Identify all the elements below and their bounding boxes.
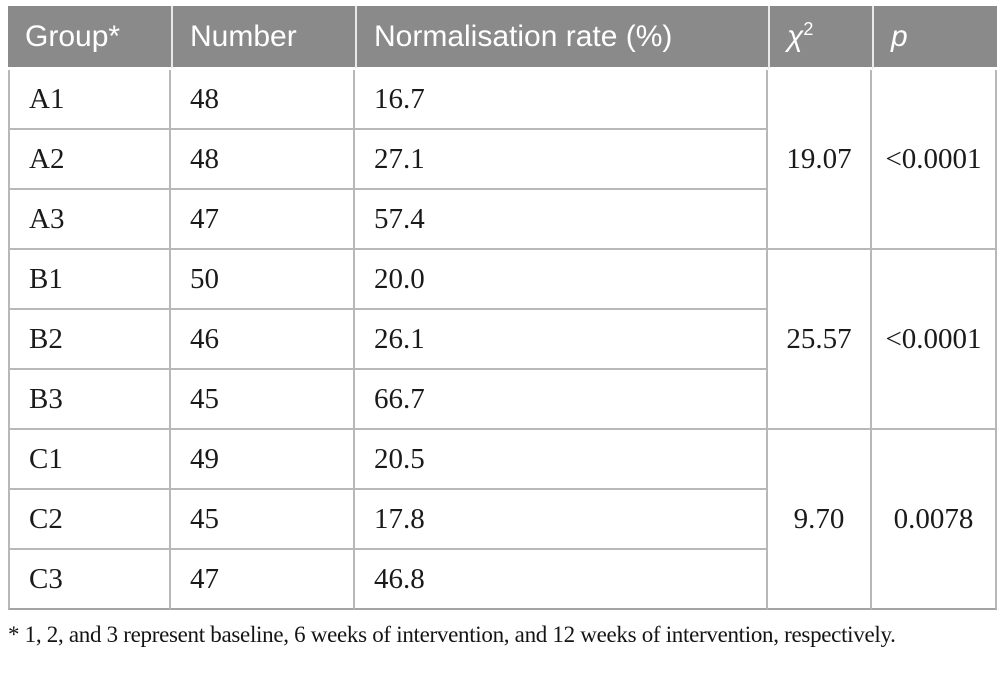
cell-number: 46	[171, 310, 355, 370]
cell-rate: 27.1	[355, 130, 768, 190]
table-row-a2: A2 48 27.1	[8, 130, 997, 190]
cell-group: A2	[8, 130, 171, 190]
column-header-label: Normalisation rate (%)	[374, 19, 673, 53]
cell-number: 49	[171, 430, 355, 490]
cell-number: 50	[171, 250, 355, 310]
column-header-label: p	[891, 19, 908, 53]
header-row: Group* Number Normalisation rate (%) χ2 …	[8, 6, 997, 70]
cell-group: B1	[8, 250, 171, 310]
column-header-p-value: p	[872, 6, 997, 70]
cell-number: 47	[171, 190, 355, 250]
column-header-number: Number	[171, 6, 355, 70]
column-header-normalisation-rate: Normalisation rate (%)	[355, 6, 768, 70]
column-header-group: Group*	[8, 6, 171, 70]
table-row-c1: C1 49 20.5 9.70 0.0078	[8, 430, 997, 610]
cell-group: C2	[8, 490, 171, 550]
cell-group: C1	[8, 430, 171, 490]
cell-group: A3	[8, 190, 171, 250]
table-row-b2: B2 46 26.1	[8, 310, 997, 370]
cell-p-group-c: 0.0078	[872, 430, 997, 610]
cell-rate: 57.4	[355, 190, 768, 250]
cell-chi2-group-a: 19.07	[768, 70, 872, 250]
paper-table-figure: Group* Number Normalisation rate (%) χ2 …	[8, 6, 997, 647]
cell-group: A1	[8, 70, 171, 130]
cell-number: 45	[171, 370, 355, 430]
cell-p-group-a: <0.0001	[872, 70, 997, 250]
column-header-label: Group*	[25, 19, 121, 53]
cell-rate: 17.8	[355, 490, 768, 550]
table-row-b3: B3 45 66.7	[8, 370, 997, 430]
cell-group: B2	[8, 310, 171, 370]
table-row-c3: C3 47 46.8	[8, 550, 997, 610]
cell-p-group-b: <0.0001	[872, 250, 997, 430]
column-header-label: Number	[190, 19, 297, 53]
cell-rate: 66.7	[355, 370, 768, 430]
table-header: Group* Number Normalisation rate (%) χ2 …	[8, 6, 997, 70]
cell-number: 48	[171, 130, 355, 190]
table-row-c2: C2 45 17.8	[8, 490, 997, 550]
cell-number: 45	[171, 490, 355, 550]
column-header-label: χ	[787, 19, 804, 53]
cell-chi2-group-c: 9.70	[768, 430, 872, 610]
cell-group: C3	[8, 550, 171, 610]
cell-rate: 46.8	[355, 550, 768, 610]
chi-squared-exponent: 2	[803, 18, 814, 39]
table-row-a3: A3 47 57.4	[8, 190, 997, 250]
column-header-chi-squared: χ2	[768, 6, 872, 70]
cell-number: 48	[171, 70, 355, 130]
cell-rate: 20.0	[355, 250, 768, 310]
cell-rate: 26.1	[355, 310, 768, 370]
table-row-a1: A1 48 16.7 19.07 <0.0001	[8, 70, 997, 250]
statistics-table: Group* Number Normalisation rate (%) χ2 …	[8, 6, 997, 610]
cell-number: 47	[171, 550, 355, 610]
cell-rate: 20.5	[355, 430, 768, 490]
cell-rate: 16.7	[355, 70, 768, 130]
cell-group: B3	[8, 370, 171, 430]
table-body: A1 48 16.7 19.07 <0.0001 A2 48 27.1 A3 4…	[8, 70, 997, 610]
cell-chi2-group-b: 25.57	[768, 250, 872, 430]
table-footnote: * 1, 2, and 3 represent baseline, 6 week…	[8, 622, 896, 647]
table-row-b1: B1 50 20.0 25.57 <0.0001	[8, 250, 997, 430]
